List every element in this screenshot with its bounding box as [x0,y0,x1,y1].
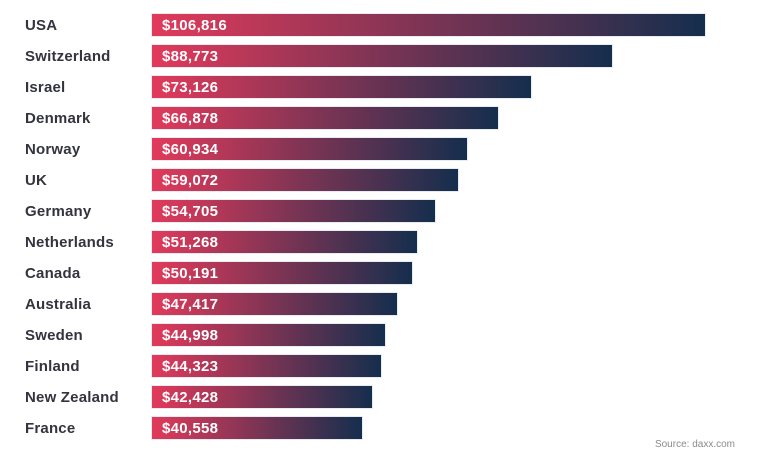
bar: $54,705 [152,200,435,222]
chart-row: Norway $60,934 [0,138,759,160]
chart-row: Israel $73,126 [0,76,759,98]
chart-rows: USA $106,816 Switzerland $88,773 Israel $73,1… [0,14,759,439]
bar-value-label: $42,428 [162,388,219,406]
country-label: Sweden [25,326,83,344]
source-credit: Source: daxx.com [654,439,735,450]
bar-value-label: $88,773 [162,47,219,65]
country-label: France [25,419,76,437]
chart-row: Switzerland $88,773 [0,45,759,67]
country-label: Switzerland [25,47,111,65]
chart-row: Germany $54,705 [0,200,759,222]
country-label: Finland [25,357,80,375]
bar-value-label: $60,934 [162,140,219,158]
country-label: Netherlands [25,233,114,251]
bar: $59,072 [152,169,458,191]
bar-value-label: $51,268 [162,233,219,251]
bar: $40,558 [152,417,362,439]
country-label: Germany [25,202,92,220]
bar: $66,878 [152,107,498,129]
bar: $42,428 [152,386,372,408]
chart-row: Denmark $66,878 [0,107,759,129]
country-label: Israel [25,78,66,96]
bar: $50,191 [152,262,412,284]
bar: $44,998 [152,324,385,346]
country-label: Australia [25,295,91,313]
chart-row: UK $59,072 [0,169,759,191]
bar: $47,417 [152,293,397,315]
bar: $106,816 [152,14,705,36]
bar: $88,773 [152,45,612,67]
bar-value-label: $50,191 [162,264,219,282]
bar-value-label: $59,072 [162,171,219,189]
bar-value-label: $40,558 [162,419,219,437]
country-label: New Zealand [25,388,119,406]
country-label: Denmark [25,109,91,127]
country-label: Norway [25,140,81,158]
bar: $44,323 [152,355,381,377]
country-label: Canada [25,264,81,282]
country-label: USA [25,16,58,34]
bar: $60,934 [152,138,467,160]
bar-value-label: $54,705 [162,202,219,220]
bar-value-label: $106,816 [162,16,227,34]
chart-row: Sweden $44,998 [0,324,759,346]
chart-row: Canada $50,191 [0,262,759,284]
chart-row: New Zealand $42,428 [0,386,759,408]
chart-row: Australia $47,417 [0,293,759,315]
country-label: UK [25,171,48,189]
bar-value-label: $47,417 [162,295,219,313]
chart-row: France $40,558 [0,417,759,439]
chart-row: USA $106,816 [0,14,759,36]
bar-value-label: $66,878 [162,109,219,127]
bar-value-label: $44,998 [162,326,219,344]
bar-value-label: $44,323 [162,357,219,375]
bar-value-label: $73,126 [162,78,219,96]
bar: $73,126 [152,76,531,98]
chart-row: Netherlands $51,268 [0,231,759,253]
bar: $51,268 [152,231,417,253]
chart-row: Finland $44,323 [0,355,759,377]
